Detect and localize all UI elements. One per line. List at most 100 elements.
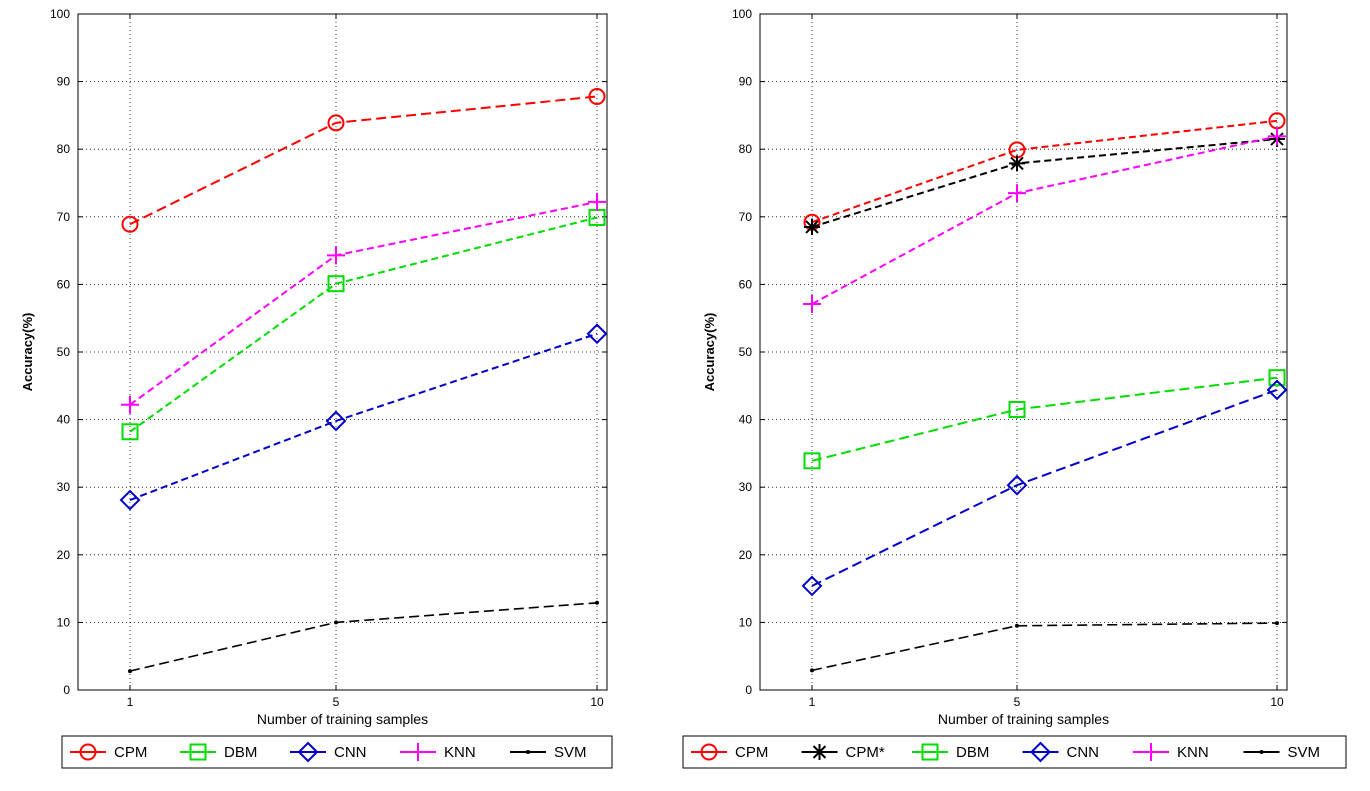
legend-label: DBM bbox=[956, 744, 989, 761]
y-tick-label: 30 bbox=[57, 480, 71, 494]
y-tick-label: 0 bbox=[63, 683, 70, 697]
data-point-marker bbox=[588, 192, 606, 211]
x-tick-label: 10 bbox=[590, 695, 604, 709]
data-point-marker bbox=[1006, 474, 1028, 496]
y-tick-label: 20 bbox=[739, 548, 753, 562]
legend-marker bbox=[921, 743, 939, 761]
legend-label: CPM* bbox=[846, 744, 885, 761]
y-tick-label: 0 bbox=[745, 683, 752, 697]
legend-marker bbox=[526, 750, 530, 754]
data-point-marker bbox=[121, 423, 139, 441]
x-tick-label: 5 bbox=[1014, 695, 1021, 709]
x-axis-label: Number of training samples bbox=[257, 711, 428, 727]
y-tick-label: 80 bbox=[739, 142, 753, 156]
legend-label: KNN bbox=[1177, 744, 1209, 761]
legend-item: CPM bbox=[691, 743, 768, 761]
data-point-marker bbox=[121, 215, 139, 233]
series-line bbox=[129, 200, 598, 406]
data-point-marker bbox=[327, 275, 345, 293]
series-cnn bbox=[119, 323, 608, 511]
series-knn bbox=[803, 127, 1286, 314]
legend-item: CNN bbox=[290, 741, 367, 763]
data-point-marker bbox=[1266, 379, 1288, 401]
y-tick-label: 30 bbox=[739, 480, 753, 494]
x-axis-label: Number of training samples bbox=[938, 711, 1109, 727]
x-tick-label: 1 bbox=[809, 695, 816, 709]
y-tick-label: 40 bbox=[739, 413, 753, 427]
legend-marker bbox=[189, 743, 207, 761]
series-cnn bbox=[801, 379, 1288, 597]
legend-label: CNN bbox=[1067, 744, 1100, 761]
gridlines bbox=[78, 14, 607, 690]
legend-label: DBM bbox=[224, 744, 257, 761]
legend-marker bbox=[1030, 741, 1051, 763]
data-point-marker bbox=[1268, 127, 1286, 146]
x-tick-label: 5 bbox=[333, 695, 340, 709]
y-tick-label: 100 bbox=[50, 7, 70, 21]
legend-marker bbox=[1259, 750, 1264, 754]
data-point-marker bbox=[128, 669, 132, 674]
data-point-marker bbox=[327, 246, 345, 265]
data-point-marker bbox=[586, 323, 608, 345]
legend-label: CPM bbox=[114, 744, 147, 761]
y-tick-label: 50 bbox=[739, 345, 753, 359]
data-point-marker bbox=[1009, 155, 1025, 172]
legend-box bbox=[682, 735, 1347, 769]
data-point-marker bbox=[1268, 369, 1286, 387]
legend-label: CNN bbox=[334, 744, 367, 761]
data-point-marker bbox=[1008, 184, 1026, 203]
chart-panel-2: 0 10 20 30 40 50 60 70 80 90 100 1 5 10 Number of trai… bbox=[682, 7, 1347, 769]
legend: CPM CPM* DBM CNN KNN SVM bbox=[682, 735, 1347, 769]
y-tick-label: 70 bbox=[57, 210, 71, 224]
y-tick-label: 90 bbox=[739, 75, 753, 89]
legend-marker bbox=[297, 741, 319, 763]
legend-label: KNN bbox=[444, 744, 476, 761]
legend-marker bbox=[79, 743, 97, 761]
y-tick-label: 90 bbox=[57, 75, 71, 89]
series-line bbox=[129, 601, 598, 672]
legend-marker bbox=[409, 743, 427, 761]
legend-item: CPM bbox=[70, 743, 147, 761]
data-point-marker bbox=[804, 218, 820, 235]
legend-item: CPM* bbox=[801, 744, 885, 761]
series-cpm bbox=[121, 87, 606, 233]
chart-panel-1: 0 10 20 30 40 50 60 70 80 90 100 1 5 10 Number of trai… bbox=[20, 7, 613, 769]
legend-item: DBM bbox=[180, 743, 257, 761]
y-axis-label: Accuracy(%) bbox=[20, 313, 35, 392]
legend-label: SVM bbox=[1288, 744, 1321, 761]
series-line bbox=[129, 95, 598, 226]
data-point-marker bbox=[334, 620, 338, 625]
data-point-marker bbox=[327, 114, 345, 132]
data-point-marker bbox=[588, 87, 606, 105]
legend-item: SVM bbox=[510, 744, 587, 761]
data-point-marker bbox=[801, 575, 823, 597]
x-tick-label: 10 bbox=[1270, 695, 1284, 709]
series-dbm bbox=[803, 369, 1286, 470]
legend-marker bbox=[700, 743, 718, 761]
plot-area-frame bbox=[759, 13, 1288, 691]
y-tick-label: 50 bbox=[57, 345, 71, 359]
y-tick-label: 10 bbox=[739, 615, 753, 629]
series-line bbox=[811, 138, 1278, 228]
series-line bbox=[811, 119, 1278, 224]
data-point-marker bbox=[595, 600, 599, 605]
legend-marker bbox=[811, 744, 828, 760]
legend-item: KNN bbox=[1133, 743, 1209, 761]
data-point-marker bbox=[325, 410, 347, 432]
data-point-marker bbox=[1015, 623, 1019, 628]
legend-marker bbox=[1142, 743, 1160, 761]
legend-item: KNN bbox=[400, 743, 476, 761]
y-tick-label: 40 bbox=[57, 413, 71, 427]
series-line bbox=[129, 332, 598, 501]
y-tick-label: 10 bbox=[57, 615, 71, 629]
y-tick-label: 60 bbox=[57, 277, 71, 291]
data-point-marker bbox=[810, 668, 814, 673]
data-point-marker bbox=[1008, 400, 1026, 418]
gridlines bbox=[760, 14, 1287, 690]
series-svm bbox=[128, 600, 599, 674]
series-line bbox=[811, 376, 1278, 462]
y-axis-label: Accuracy(%) bbox=[702, 313, 717, 392]
x-tick-label: 1 bbox=[127, 695, 134, 709]
